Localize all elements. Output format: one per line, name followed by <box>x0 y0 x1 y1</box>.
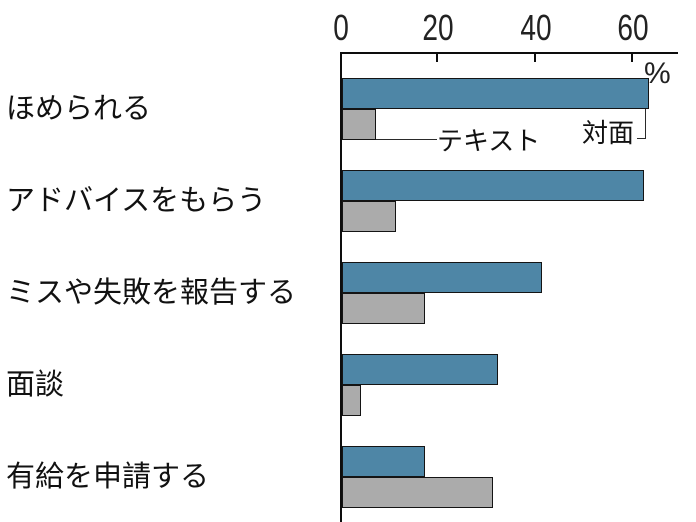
category-label: 面談 <box>6 369 65 401</box>
bar-face-to-face <box>342 262 542 293</box>
category-label: アドバイスをもらう <box>6 185 267 217</box>
y-axis-line <box>340 52 342 522</box>
bar-face-to-face <box>342 170 644 201</box>
bar-text <box>342 477 493 508</box>
series-label-text: テキスト <box>437 126 541 156</box>
axis-tick <box>436 54 439 62</box>
bar-face-to-face <box>342 78 649 109</box>
axis-tick-label: 40 <box>520 7 552 48</box>
bar-face-to-face <box>342 446 425 477</box>
annotation-connector-line <box>637 109 646 139</box>
x-axis-line <box>340 52 678 54</box>
axis-tick-label: 20 <box>422 7 454 48</box>
axis-tick <box>631 54 633 62</box>
bar-text <box>342 385 362 416</box>
bar-text <box>342 293 425 324</box>
category-label: ミスや失敗を報告する <box>6 277 297 309</box>
axis-tick-label: 0 <box>333 7 349 48</box>
annotation-leader-line <box>376 139 437 140</box>
category-label: ほめられる <box>6 93 152 125</box>
series-label-face-to-face: 対面 <box>582 118 635 148</box>
bar-face-to-face <box>342 354 498 385</box>
bar-text <box>342 201 396 232</box>
bar-text <box>342 109 377 140</box>
axis-tick <box>533 54 536 62</box>
axis-tick-label: 60 <box>617 7 649 48</box>
category-label: 有給を申請する <box>6 461 210 493</box>
plot-area: % テキスト 対面 <box>342 54 678 522</box>
